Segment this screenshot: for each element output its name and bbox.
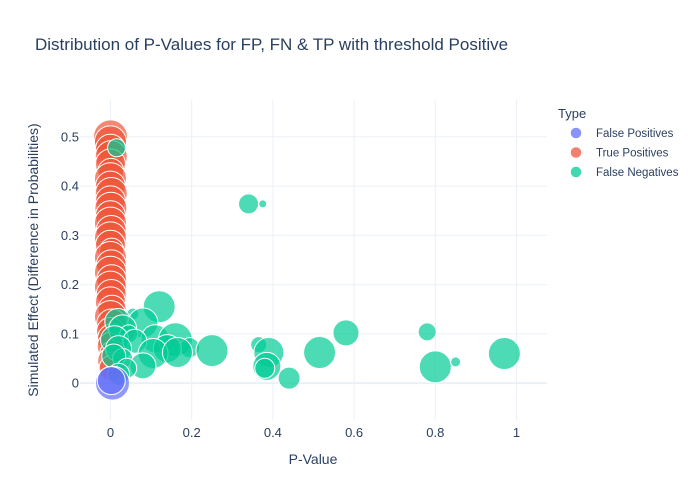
data-point: [238, 193, 260, 215]
legend-label: False Negatives: [596, 167, 679, 179]
data-point: [107, 138, 127, 158]
x-tick-label: 0: [107, 425, 114, 440]
data-point: [332, 319, 360, 347]
legend-marker: [570, 127, 582, 139]
y-tick-label: 0.3: [61, 228, 79, 243]
legend-marker: [570, 146, 582, 159]
x-tick-label: 0.6: [345, 425, 363, 440]
data-point: [195, 334, 229, 368]
legend-marker: [570, 166, 582, 178]
legend-label: False Positives: [596, 128, 674, 140]
y-tick-label: 0.4: [61, 179, 79, 194]
data-point: [450, 356, 462, 368]
y-tick-label: 0.5: [61, 129, 79, 144]
data-points: [92, 119, 521, 401]
y-axis-title: Simulated Effect (Difference in Probabil…: [25, 123, 41, 396]
x-axis-ticks: 0 0.2 0.4 0.6 0.8 1: [107, 425, 520, 440]
data-point: [277, 366, 301, 390]
x-axis-title: P-Value: [289, 451, 338, 467]
y-tick-label: 0.1: [61, 326, 79, 341]
series-false-negatives: [100, 138, 521, 390]
series-false-positives: [94, 365, 130, 401]
legend-label: True Positives: [596, 148, 669, 160]
chart-title: Distribution of P-Values for FP, FN & TP…: [35, 35, 508, 54]
x-tick-label: 0.2: [183, 425, 201, 440]
x-tick-label: 0.4: [264, 425, 282, 440]
data-point: [258, 199, 268, 209]
data-point: [418, 350, 452, 384]
y-axis-ticks: 0 0.1 0.2 0.3 0.4 0.5: [61, 129, 79, 390]
legend: Type False Positives True Positives False …: [558, 106, 679, 179]
data-point: [303, 336, 337, 370]
data-point: [487, 337, 521, 371]
y-tick-label: 0: [72, 376, 79, 391]
y-tick-label: 0.2: [61, 277, 79, 292]
data-point: [417, 322, 437, 342]
data-point: [96, 366, 126, 396]
legend-title: Type: [558, 106, 586, 121]
x-tick-label: 0.8: [426, 425, 444, 440]
x-tick-label: 1: [513, 425, 520, 440]
data-point: [161, 337, 193, 369]
data-point: [254, 357, 276, 379]
